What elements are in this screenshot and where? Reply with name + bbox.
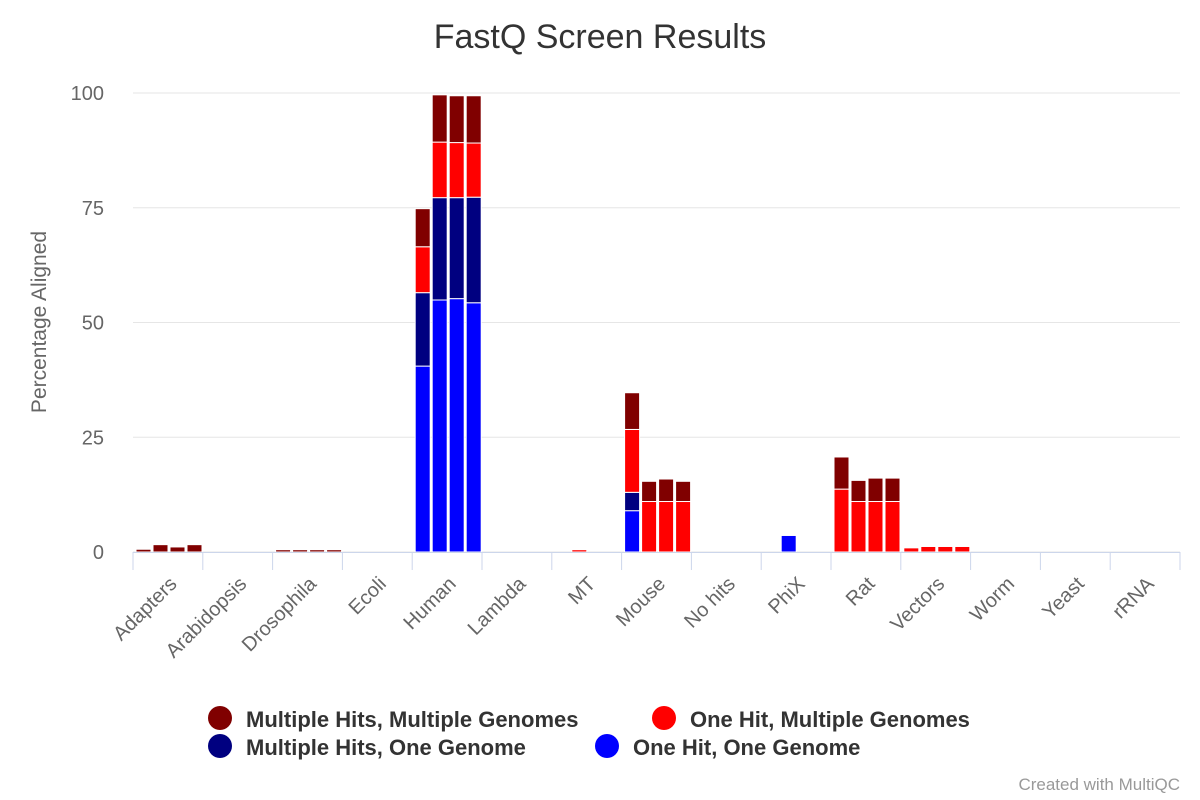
bar-segment (326, 549, 343, 553)
bar-segment (675, 501, 692, 553)
x-tick-label: Ecoli (345, 573, 391, 619)
bar-segment (292, 549, 309, 553)
bar-segment (169, 546, 186, 553)
legend-label[interactable]: One Hit, Multiple Genomes (690, 707, 970, 732)
x-tick-label: Vectors (887, 573, 950, 636)
x-tick-label: Mouse (612, 573, 670, 631)
bar-segment (675, 480, 692, 503)
bar-segment (431, 94, 448, 143)
x-tick-label: Worm (966, 573, 1019, 626)
bar-segment (920, 545, 937, 553)
bar-segment (658, 478, 675, 503)
x-tick-label: Adapters (109, 573, 181, 645)
bar-segment (465, 196, 482, 304)
x-tick-label: Lambda (464, 572, 531, 639)
bar-segment (431, 299, 448, 553)
y-tick-label: 75 (82, 198, 104, 220)
bar-segment (465, 95, 482, 144)
x-tick-label: MT (564, 573, 600, 609)
bar-segment (937, 545, 954, 553)
x-tick-label: Yeast (1038, 573, 1089, 624)
bar-segment (414, 365, 431, 553)
legend-marker (208, 734, 232, 758)
bar-segment (414, 208, 431, 248)
bar-segment (867, 501, 884, 553)
legend-marker (652, 706, 676, 730)
y-tick-label: 25 (82, 427, 104, 449)
bar-segment (624, 392, 641, 430)
x-tick-label: Drosophila (238, 572, 322, 656)
bar-segment (414, 292, 431, 367)
bar-segment (186, 544, 203, 553)
legend-marker (595, 734, 619, 758)
bar-segment (465, 142, 482, 198)
y-tick-label: 100 (71, 83, 104, 105)
bar-segment (448, 197, 465, 300)
credit-text: Created with MultiQC (1018, 775, 1180, 794)
legend-label[interactable]: One Hit, One Genome (633, 735, 860, 760)
bar-segment (833, 456, 850, 490)
bar-segment (624, 428, 641, 493)
bar-segment (309, 549, 326, 553)
chart-title: FastQ Screen Results (434, 18, 767, 56)
bar-segment (448, 298, 465, 553)
bar-segment (448, 142, 465, 199)
legend-label[interactable]: Multiple Hits, One Genome (246, 735, 526, 760)
bar-segment (641, 480, 658, 503)
bar-segment (884, 501, 901, 553)
bar-segment (431, 141, 448, 199)
legend-marker (208, 706, 232, 730)
y-axis-label: Percentage Aligned (28, 231, 51, 413)
x-tick-label: Human (399, 573, 460, 634)
grid-layer: 0 25 50 75 100 (71, 83, 1180, 564)
bar-segment (431, 197, 448, 301)
bar-segment (954, 545, 971, 553)
y-tick-label: 0 (93, 542, 104, 564)
bar-segment (850, 479, 867, 503)
bars-layer (135, 94, 971, 553)
legend-label[interactable]: Multiple Hits, Multiple Genomes (246, 707, 578, 732)
x-tick-label: PhiX (764, 573, 809, 618)
bar-segment (884, 477, 901, 503)
bar-segment (135, 548, 152, 553)
bar-segment (624, 510, 641, 553)
bar-segment (903, 547, 920, 553)
bar-segment (867, 477, 884, 503)
bar-segment (571, 549, 588, 553)
x-tick-label: rRNA (1109, 573, 1160, 624)
bar-segment (780, 534, 797, 553)
bar-segment (850, 501, 867, 553)
bar-segment (275, 549, 292, 553)
bar-segment (465, 302, 482, 553)
legend: Multiple Hits, Multiple Genomes One Hit, … (208, 706, 970, 760)
bar-segment (833, 488, 850, 553)
bar-segment (658, 501, 675, 553)
bar-segment (152, 544, 169, 553)
bar-segment (448, 95, 465, 144)
y-tick-label: 50 (82, 313, 104, 335)
x-tick-label: No hits (680, 573, 740, 633)
bar-segment (624, 491, 641, 512)
bar-segment (641, 501, 658, 553)
x-tick-label: Rat (842, 573, 880, 611)
bar-segment (414, 246, 431, 294)
